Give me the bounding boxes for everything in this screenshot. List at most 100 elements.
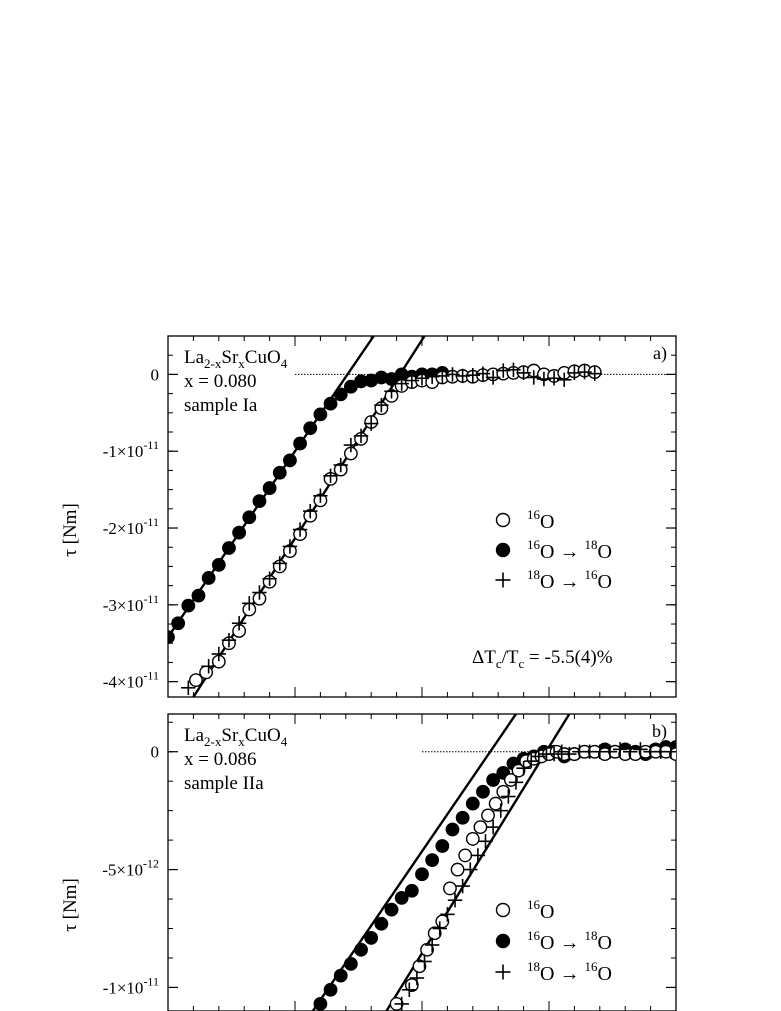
data-point-open-circle bbox=[481, 808, 495, 823]
data-point-open-circle bbox=[473, 820, 488, 835]
data-point-filled-circle bbox=[201, 571, 216, 585]
data-point-plus bbox=[432, 921, 447, 936]
data-point-plus bbox=[353, 428, 369, 444]
data-point-plus bbox=[577, 364, 592, 380]
data-point-filled-circle bbox=[333, 968, 348, 983]
data-point-open-circle bbox=[199, 665, 214, 680]
arrow-icon: → bbox=[554, 963, 584, 985]
data-point-plus bbox=[201, 659, 216, 674]
legend-label: 16O bbox=[527, 507, 554, 533]
data-point-filled-circle bbox=[323, 982, 338, 997]
data-point-filled-circle bbox=[374, 916, 389, 931]
data-point-plus bbox=[440, 907, 455, 922]
data-point-filled-circle bbox=[181, 598, 196, 613]
annotation-line: x = 0.080 bbox=[184, 371, 256, 392]
data-point-open-circle bbox=[496, 784, 511, 799]
legend-marker-open-circle bbox=[495, 902, 511, 918]
data-point-plus bbox=[409, 970, 425, 986]
data-point-filled-circle bbox=[486, 773, 501, 787]
legend-label: 16O → 18O bbox=[527, 928, 612, 954]
data-point-filled-circle bbox=[313, 407, 328, 422]
data-point-filled-circle bbox=[364, 931, 379, 945]
data-point-filled-circle bbox=[343, 956, 358, 971]
data-point-filled-circle bbox=[455, 810, 470, 825]
data-point-plus bbox=[455, 878, 470, 894]
y-tick-label: -4×10-11 bbox=[103, 669, 159, 692]
data-point-open-circle bbox=[465, 832, 480, 846]
legend-marker-plus bbox=[495, 964, 511, 980]
data-point-plus bbox=[374, 397, 389, 413]
data-point-plus bbox=[531, 749, 547, 764]
data-point-filled-circle bbox=[435, 839, 450, 853]
legend-label: 18O → 16O bbox=[527, 567, 612, 593]
plot-area bbox=[311, 714, 676, 1011]
data-point-plus bbox=[470, 848, 486, 863]
panel-label: a) bbox=[653, 343, 667, 364]
data-point-plus bbox=[501, 789, 516, 804]
y-tick-label: -3×10-11 bbox=[103, 592, 159, 615]
data-point-plus bbox=[262, 571, 277, 586]
data-point-plus bbox=[516, 365, 531, 381]
data-point-filled-circle bbox=[252, 494, 267, 509]
data-point-plus bbox=[424, 937, 440, 953]
annotation-line: sample Ia bbox=[184, 395, 258, 416]
data-point-plus bbox=[562, 746, 577, 762]
data-point-filled-circle bbox=[384, 902, 399, 917]
data-point-plus bbox=[516, 761, 531, 776]
data-point-filled-circle bbox=[354, 942, 368, 957]
data-point-plus bbox=[445, 367, 460, 382]
data-point-plus bbox=[612, 742, 628, 757]
data-point-filled-circle bbox=[262, 481, 277, 495]
legend-marker-plus bbox=[495, 572, 511, 588]
data-point-filled-circle bbox=[313, 997, 328, 1011]
y-tick-label: -1×10-11 bbox=[103, 974, 159, 997]
annotation-line: x = 0.086 bbox=[184, 749, 256, 770]
legend-marker-filled-circle bbox=[495, 933, 511, 949]
data-point-plus bbox=[465, 367, 480, 383]
data-point-plus bbox=[181, 680, 196, 695]
data-point-plus bbox=[478, 834, 493, 849]
ylabel-panel-b: τ [Nm] bbox=[60, 878, 81, 932]
data-point-plus bbox=[463, 862, 478, 877]
data-point-plus bbox=[414, 371, 430, 386]
ylabel-panel-a: τ [Nm] bbox=[60, 503, 81, 557]
data-point-plus bbox=[475, 366, 491, 381]
data-point-filled-circle bbox=[232, 525, 247, 540]
data-point-plus bbox=[404, 373, 420, 388]
arrow-icon: → bbox=[554, 932, 584, 954]
data-point-plus bbox=[333, 457, 348, 473]
compound-formula: La2-xSrxCuO4 bbox=[184, 347, 288, 371]
data-point-open-circle bbox=[488, 796, 503, 811]
data-point-plus bbox=[508, 775, 524, 790]
data-point-filled-circle bbox=[425, 853, 440, 868]
data-point-filled-circle bbox=[394, 890, 409, 905]
data-point-plus bbox=[231, 616, 247, 631]
data-point-open-circle bbox=[412, 959, 427, 974]
data-point-open-circle bbox=[458, 848, 473, 863]
data-point-filled-circle bbox=[303, 421, 318, 436]
data-point-plus bbox=[343, 437, 359, 453]
data-point-plus bbox=[602, 744, 618, 759]
data-point-plus bbox=[557, 372, 572, 387]
data-point-plus bbox=[546, 746, 562, 762]
legend-label: 16O → 18O bbox=[527, 537, 612, 563]
data-point-plus bbox=[292, 522, 308, 537]
data-point-filled-circle bbox=[191, 588, 206, 603]
data-point-plus bbox=[402, 982, 417, 997]
data-point-plus bbox=[485, 819, 501, 835]
y-tick-label: -1×10-11 bbox=[103, 438, 159, 461]
data-point-plus bbox=[313, 488, 328, 503]
data-point-open-circle bbox=[443, 881, 457, 896]
data-point-plus bbox=[524, 753, 539, 769]
data-point-plus bbox=[526, 370, 541, 385]
data-point-plus bbox=[364, 416, 379, 431]
data-point-plus bbox=[211, 646, 226, 662]
data-point-open-circle bbox=[427, 926, 442, 941]
legend-marker-open-circle bbox=[495, 512, 511, 528]
data-point-plus bbox=[485, 370, 501, 385]
data-point-plus bbox=[554, 744, 569, 759]
data-point-plus bbox=[394, 996, 409, 1011]
data-point-filled-circle bbox=[283, 453, 297, 468]
